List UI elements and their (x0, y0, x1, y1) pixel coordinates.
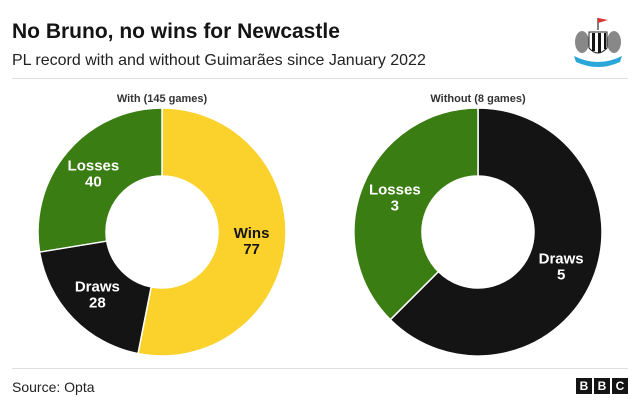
slice-label-text: Losses (369, 182, 421, 199)
slice-label-text: 40 (85, 174, 102, 191)
slice-label-text: Draws (75, 279, 120, 296)
slice-draws (38, 240, 153, 355)
page-subtitle: PL record with and without Guimarães sin… (12, 52, 426, 69)
slice-label-text: 5 (557, 266, 565, 283)
bbc-logo-letter: C (612, 378, 628, 394)
slice-losses (37, 107, 163, 253)
page-title: No Bruno, no wins for Newcastle (12, 20, 340, 43)
slice-label-text: Wins (234, 225, 270, 242)
slice-losses (353, 107, 479, 321)
bbc-logo-letter: B (576, 378, 592, 394)
newcastle-crest-logo (574, 18, 622, 67)
source-note: Source: Opta (12, 379, 95, 395)
slice-label-text: 77 (243, 241, 260, 258)
slice-label-text: 3 (391, 198, 399, 215)
slice-label-text: Draws (539, 250, 584, 267)
divider (12, 368, 628, 369)
bbc-logo-letter: B (594, 378, 610, 394)
slice-draws (389, 107, 603, 357)
divider (12, 78, 628, 79)
chart-title: With (145 games) (117, 93, 208, 105)
slice-label-text: Losses (68, 158, 120, 175)
slice-wins (137, 107, 287, 357)
bbc-logo: B B C (576, 378, 628, 394)
chart-title: Without (8 games) (430, 93, 526, 105)
slice-label-text: 28 (89, 295, 106, 312)
